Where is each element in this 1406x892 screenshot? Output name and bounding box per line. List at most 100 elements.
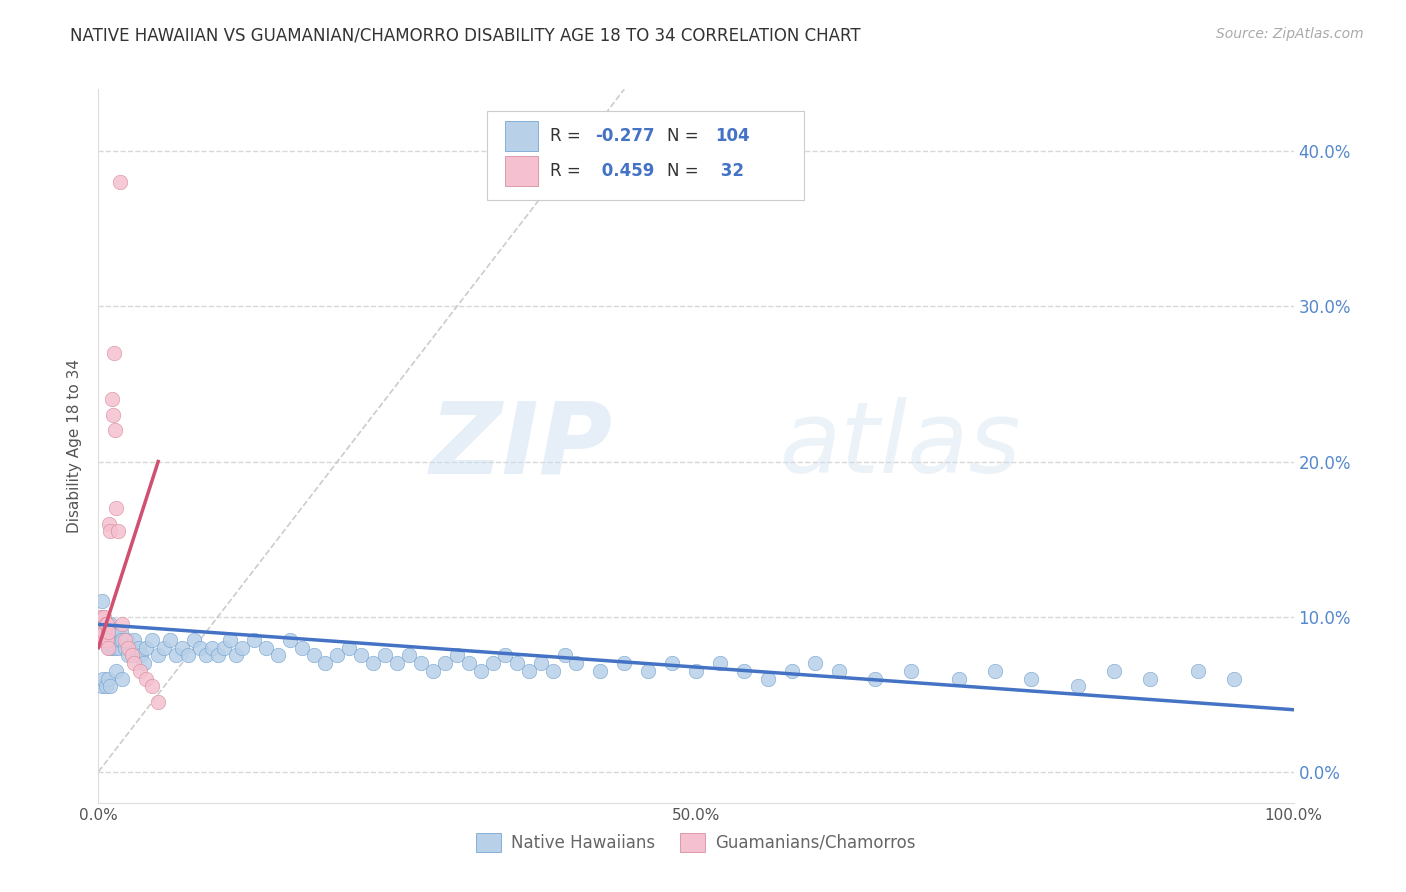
Point — [98, 680, 122, 694]
Point — [93, 632, 115, 647]
Point — [374, 648, 396, 663]
Point — [141, 680, 163, 694]
Text: Source: ZipAtlas.com: Source: ZipAtlas.com — [1216, 27, 1364, 41]
Point — [108, 175, 131, 189]
Point — [107, 625, 129, 640]
Point — [94, 632, 117, 647]
Point — [201, 640, 224, 655]
Point — [363, 656, 385, 670]
Point — [141, 632, 163, 647]
Point — [315, 656, 337, 670]
Point — [326, 648, 349, 663]
Point — [125, 648, 148, 663]
Point — [91, 609, 114, 624]
Point — [207, 648, 229, 663]
Point — [165, 648, 187, 663]
Point — [135, 640, 157, 655]
Point — [135, 672, 157, 686]
Point — [97, 672, 120, 686]
Point — [613, 656, 636, 670]
Point — [506, 656, 529, 670]
FancyBboxPatch shape — [505, 120, 538, 151]
Point — [350, 648, 373, 663]
Point — [129, 664, 152, 678]
Point — [530, 656, 553, 670]
Point — [104, 424, 127, 438]
Point — [291, 640, 314, 655]
Point — [117, 640, 139, 655]
Point — [121, 648, 143, 663]
Point — [339, 640, 361, 655]
Point — [111, 672, 134, 686]
Point — [804, 656, 827, 670]
Text: N =: N = — [668, 127, 704, 145]
Point — [398, 648, 420, 663]
Point — [411, 656, 433, 670]
Text: NATIVE HAWAIIAN VS GUAMANIAN/CHAMORRO DISABILITY AGE 18 TO 34 CORRELATION CHART: NATIVE HAWAIIAN VS GUAMANIAN/CHAMORRO DI… — [70, 27, 860, 45]
Point — [93, 625, 115, 640]
Text: ZIP: ZIP — [429, 398, 613, 494]
Point — [103, 632, 125, 647]
Point — [105, 664, 128, 678]
Text: R =: R = — [550, 127, 586, 145]
Point — [733, 664, 755, 678]
Text: 104: 104 — [716, 127, 749, 145]
Point — [101, 408, 124, 422]
Point — [121, 648, 143, 663]
Point — [128, 640, 150, 655]
Point — [114, 640, 136, 655]
Text: N =: N = — [668, 162, 704, 180]
Point — [1067, 680, 1090, 694]
Point — [159, 632, 181, 647]
Point — [91, 617, 114, 632]
Point — [446, 648, 468, 663]
Point — [172, 640, 194, 655]
Point — [111, 632, 134, 647]
Point — [828, 664, 851, 678]
Point — [231, 640, 253, 655]
Point — [105, 501, 128, 516]
Point — [422, 664, 444, 678]
Text: R =: R = — [550, 162, 586, 180]
Point — [93, 609, 115, 624]
Point — [96, 617, 118, 632]
Y-axis label: Disability Age 18 to 34: Disability Age 18 to 34 — [67, 359, 83, 533]
Point — [243, 632, 266, 647]
Point — [1019, 672, 1042, 686]
Point — [267, 648, 290, 663]
Point — [554, 648, 576, 663]
Point — [124, 632, 146, 647]
Point — [110, 625, 132, 640]
Point — [541, 664, 564, 678]
Point — [685, 664, 707, 678]
Point — [118, 640, 141, 655]
Point — [94, 680, 117, 694]
Point — [100, 392, 122, 407]
Point — [97, 625, 120, 640]
Point — [302, 648, 325, 663]
Point — [108, 632, 131, 647]
Point — [132, 656, 155, 670]
Point — [709, 656, 731, 670]
Point — [97, 625, 120, 640]
Point — [661, 656, 683, 670]
Point — [278, 632, 301, 647]
Point — [212, 640, 235, 655]
Point — [124, 656, 146, 670]
Point — [91, 632, 114, 647]
Point — [91, 594, 114, 608]
Point — [117, 648, 139, 663]
Point — [107, 640, 129, 655]
Point — [131, 648, 153, 663]
FancyBboxPatch shape — [486, 111, 804, 200]
Point — [183, 632, 205, 647]
Point — [91, 625, 114, 640]
Point — [481, 656, 505, 670]
Point — [589, 664, 612, 678]
Point — [385, 656, 409, 670]
Point — [101, 625, 124, 640]
Point — [900, 664, 922, 678]
Point — [494, 648, 516, 663]
Point — [90, 609, 112, 624]
Point — [470, 664, 492, 678]
